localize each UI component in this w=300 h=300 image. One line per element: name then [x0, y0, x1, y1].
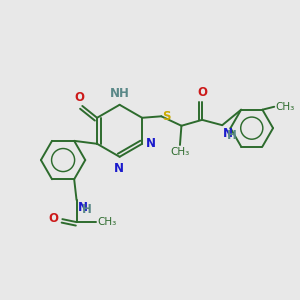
Text: N: N — [146, 137, 156, 150]
Text: N: N — [114, 161, 124, 175]
Text: H: H — [227, 129, 237, 142]
Text: O: O — [197, 86, 207, 99]
Text: S: S — [162, 110, 171, 122]
Text: CH₃: CH₃ — [170, 147, 190, 157]
Text: H: H — [82, 202, 92, 216]
Text: N: N — [223, 127, 233, 140]
Text: O: O — [49, 212, 59, 225]
Text: O: O — [74, 91, 84, 103]
Text: N: N — [77, 200, 87, 214]
Text: CH₃: CH₃ — [97, 217, 116, 227]
Text: NH: NH — [110, 87, 130, 100]
Text: CH₃: CH₃ — [275, 102, 295, 112]
